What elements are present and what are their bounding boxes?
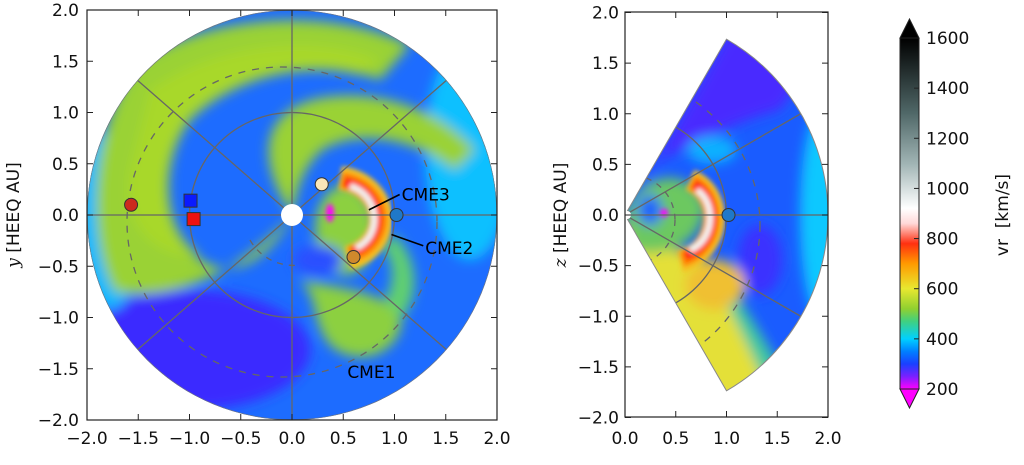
colorbar-tick-label: 1000 <box>926 179 969 199</box>
x-tick-label: 1.0 <box>381 429 408 449</box>
meridional-panel: 0.0 0.5 1.0 1.5 2.0 −2.0 −1.5 −1.0 −0.5 0.0 0.5 1.0… <box>551 4 842 450</box>
y-tick-label: 2.0 <box>52 1 79 21</box>
sun-icon <box>281 204 303 226</box>
equatorial-ticks: −2.0−2.0 −1.5 −1.5 −1.0 −1.0 −0.5 −0.5 0.0 0.0 0.… <box>38 1 511 449</box>
colorbar-tick-label: 800 <box>926 230 958 250</box>
colorbar-label: vr [km/s] <box>993 174 1013 256</box>
x-tick-label: −1.0 <box>169 429 210 449</box>
x-tick-label: 0.5 <box>330 429 357 449</box>
y-tick-label: −1.5 <box>578 358 619 378</box>
colorbar-tick-label: 600 <box>926 280 958 300</box>
y-tick-label: 0.0 <box>52 206 79 226</box>
colorbar-extend-min <box>899 388 920 410</box>
colorbar-tick-label: 1400 <box>926 79 969 99</box>
spacecraft-marker-circle <box>346 250 361 265</box>
y-tick-label: −2.0 <box>578 409 619 429</box>
colorbar-tick-label: 1200 <box>926 129 969 149</box>
x-tick-label: 1.5 <box>432 429 459 449</box>
meridional-markers <box>721 208 736 222</box>
equatorial-ylabel: y [HEEQ AU] <box>4 162 24 268</box>
spacecraft-marker-circle <box>389 208 404 222</box>
x-tick-label: 0.0 <box>278 429 305 449</box>
x-tick-label: 0.5 <box>662 429 689 449</box>
annotation-arrow <box>391 233 424 247</box>
y-tick-label: 1.0 <box>52 104 79 124</box>
colorbar-tick-label: 400 <box>926 330 958 350</box>
x-tick-label: 2.0 <box>483 429 510 449</box>
meridional-domain-outline <box>626 38 829 392</box>
y-tick-label: 2.0 <box>592 4 619 24</box>
spacecraft-marker-circle <box>721 208 736 222</box>
x-tick-label: 1.0 <box>713 429 740 449</box>
colorbar-gradient <box>899 37 920 390</box>
y-tick-label: 1.5 <box>52 52 79 72</box>
y-tick-label: 1.5 <box>592 54 619 74</box>
spacecraft-marker-circle <box>314 177 329 192</box>
equatorial-markers <box>124 177 404 265</box>
x-tick-label: −0.5 <box>220 429 261 449</box>
x-tick-label: 0.0 <box>611 429 638 449</box>
x-tick-label: −2.0 <box>66 429 107 449</box>
equatorial-panel: CME3 CME2 CME1 −2.0−2.0 −1.5 −1.5 −1.0 −1.0 −0.… <box>4 1 511 449</box>
annotation-cme3: CME3 <box>402 186 450 206</box>
spacecraft-marker-square <box>183 193 198 208</box>
colorbar-tick-label: 1600 <box>926 29 969 49</box>
y-tick-label: −1.5 <box>38 360 79 380</box>
y-tick-label: −2.0 <box>38 411 79 431</box>
y-tick-label: 0.5 <box>52 155 79 175</box>
y-tick-label: −1.0 <box>38 309 79 329</box>
x-tick-label: 2.0 <box>814 429 841 449</box>
y-tick-label: −0.5 <box>578 257 619 277</box>
colorbar: 200 400 600 800 1000 1200 1400 1600 vr [km/s] <box>899 17 1013 410</box>
y-tick-label: −1.0 <box>578 307 619 327</box>
meridional-ylabel: z [HEEQ AU] <box>551 163 571 269</box>
spacecraft-marker-circle <box>124 197 139 212</box>
y-tick-label: −0.5 <box>38 257 79 277</box>
spacecraft-marker-square <box>186 212 201 227</box>
meridional-ticks: 0.0 0.5 1.0 1.5 2.0 −2.0 −1.5 −1.0 −0.5 0.0 0.5 1.0… <box>578 4 842 450</box>
annotation-arrow <box>368 193 401 211</box>
y-tick-label: 0.5 <box>592 155 619 175</box>
x-tick-label: 1.5 <box>764 429 791 449</box>
x-tick-label: −1.5 <box>118 429 159 449</box>
annotation-cme2: CME2 <box>425 239 473 259</box>
colorbar-tick-label: 200 <box>926 380 958 400</box>
y-tick-label: 1.0 <box>592 105 619 125</box>
colorbar-ticks: 200 400 600 800 1000 1200 1400 1600 <box>914 29 969 400</box>
annotation-cme1: CME1 <box>347 363 395 383</box>
y-tick-label: 0.0 <box>592 206 619 226</box>
cme-annotations: CME3 CME2 CME1 <box>347 186 473 383</box>
colorbar-extend-max <box>899 17 920 39</box>
